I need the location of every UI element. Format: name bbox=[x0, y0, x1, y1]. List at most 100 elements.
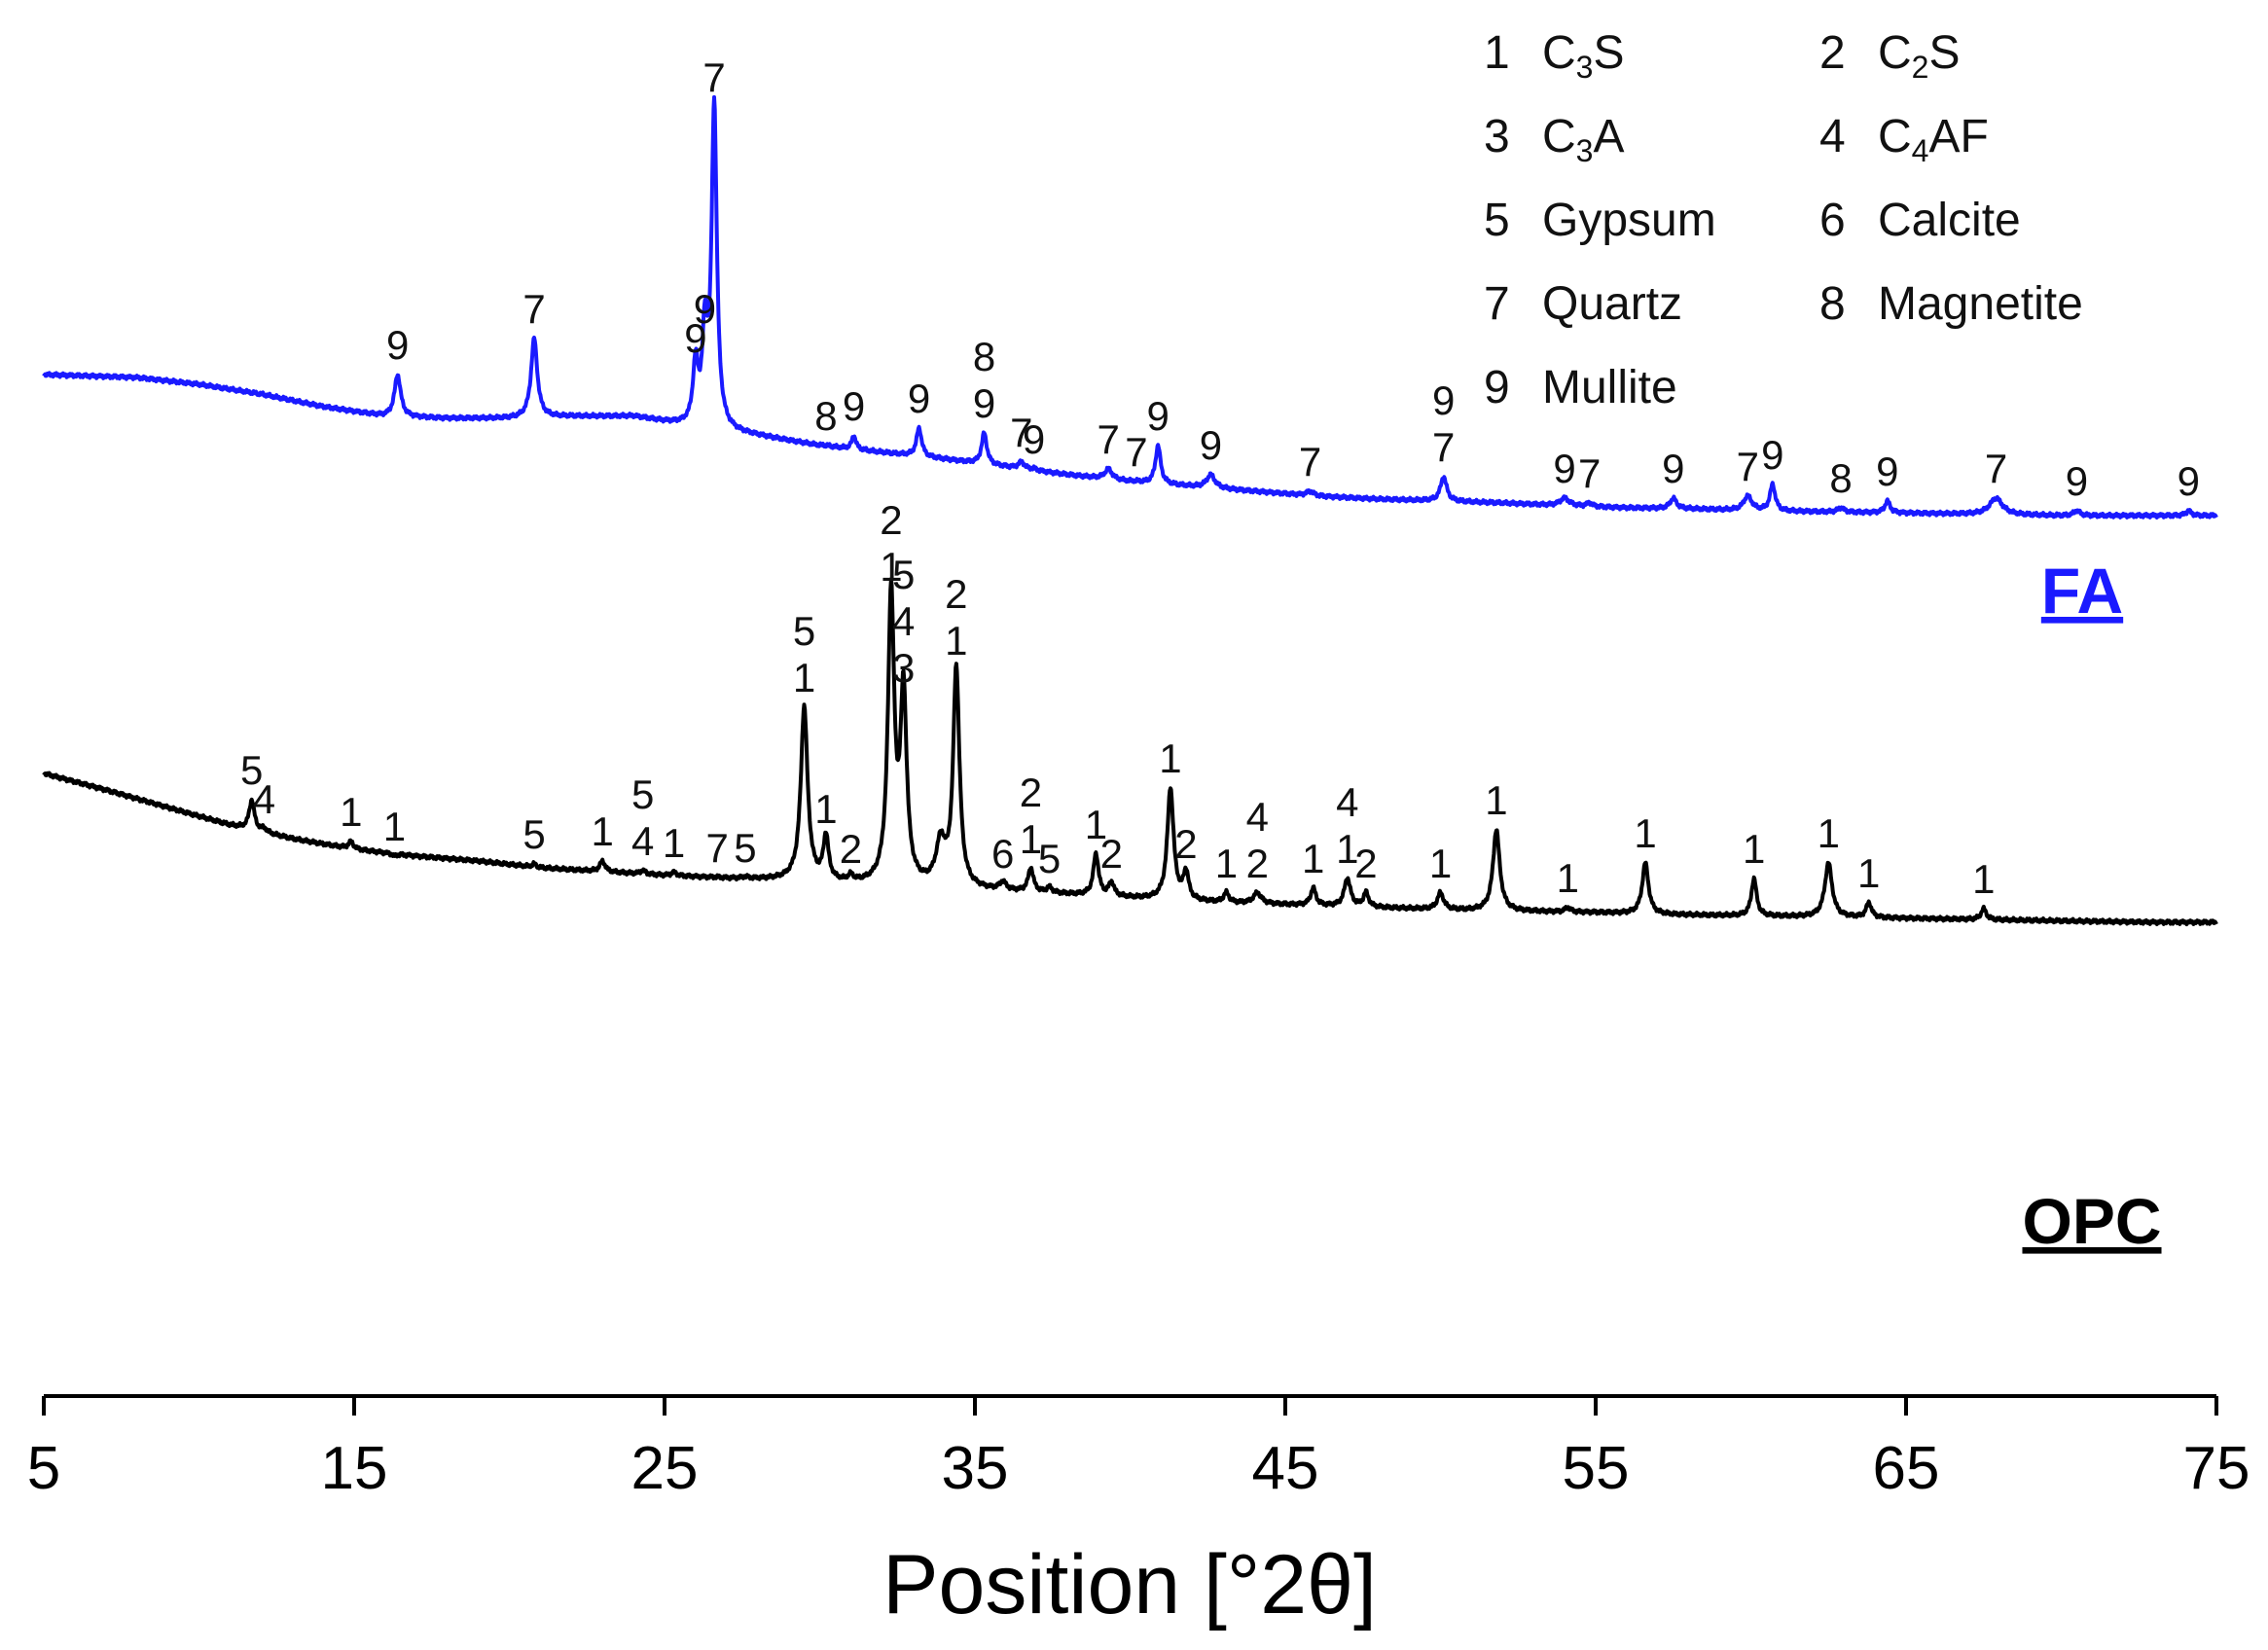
legend-number: 7 bbox=[1484, 278, 1510, 330]
peak-label: 9 bbox=[1662, 446, 1684, 491]
peak-label: 7 bbox=[1097, 416, 1119, 462]
peak-label: 5 bbox=[631, 771, 654, 817]
legend-label: C2S bbox=[1878, 27, 1960, 85]
peak-label: 1 bbox=[592, 808, 614, 854]
x-axis-title: Position [°2θ] bbox=[882, 1538, 1377, 1632]
x-axis-ticks: 5 15 25 35 45 55 65 75 bbox=[27, 1396, 2250, 1502]
peak-label: 5 bbox=[892, 552, 915, 597]
peak-label: 1 bbox=[383, 804, 406, 849]
peak-label: 9 bbox=[973, 380, 995, 426]
peak-label: 6 bbox=[991, 831, 1014, 877]
x-tick-label: 5 bbox=[27, 1435, 60, 1502]
peak-label: 5 bbox=[1038, 836, 1061, 881]
peak-label: 9 bbox=[1023, 416, 1045, 462]
peak-label: 1 bbox=[1215, 841, 1238, 886]
peak-label: 3 bbox=[892, 645, 915, 691]
legend-number: 1 bbox=[1484, 27, 1510, 79]
peak-label: 1 bbox=[793, 655, 815, 700]
peak-label: 1 bbox=[1557, 855, 1579, 901]
peak-label: 9 bbox=[843, 383, 865, 429]
legend-number: 3 bbox=[1484, 111, 1510, 162]
peak-label: 2 bbox=[880, 497, 902, 543]
peak-label: 1 bbox=[1020, 816, 1042, 862]
legend-label: Calcite bbox=[1878, 195, 2021, 246]
x-tick-label: 45 bbox=[1252, 1435, 1319, 1502]
peak-label: 2 bbox=[1174, 821, 1197, 867]
peak-label: 8 bbox=[1829, 455, 1852, 501]
series-line-fa bbox=[42, 94, 2218, 520]
peak-label: 2 bbox=[945, 571, 967, 617]
peak-label: 9 bbox=[1876, 448, 1898, 494]
peak-label: 1 bbox=[1743, 826, 1765, 872]
legend-label: Mullite bbox=[1542, 362, 1677, 413]
peak-label: 4 bbox=[631, 818, 654, 864]
peak-label: 7 bbox=[702, 54, 725, 100]
peak-label: 9 bbox=[694, 286, 716, 332]
peak-label: 5 bbox=[793, 608, 815, 654]
peak-label: 1 bbox=[340, 789, 362, 835]
peak-label: 4 bbox=[253, 776, 275, 822]
peak-label: 7 bbox=[1010, 410, 1032, 455]
series-label-opc: OPC bbox=[2022, 1185, 2161, 1257]
legend-label: C4AF bbox=[1878, 111, 1989, 168]
legend-label: Quartz bbox=[1542, 278, 1682, 330]
peak-label: 2 bbox=[1020, 770, 1042, 815]
peak-label: 5 bbox=[734, 825, 756, 871]
legend-label: Magnetite bbox=[1878, 278, 2083, 330]
peak-label: 8 bbox=[973, 334, 995, 379]
legend-number: 5 bbox=[1484, 195, 1510, 246]
peak-label: 2 bbox=[840, 826, 862, 872]
peak-label: 1 bbox=[1818, 810, 1840, 856]
peak-label: 2 bbox=[1100, 831, 1123, 877]
peak-label: 4 bbox=[892, 598, 915, 644]
peak-label: 2 bbox=[1354, 841, 1377, 886]
peak-label: 7 bbox=[1737, 444, 1759, 489]
peak-label: 7 bbox=[1432, 424, 1455, 470]
peak-label: 1 bbox=[1085, 802, 1107, 847]
peak-label: 7 bbox=[1578, 450, 1601, 496]
legend-label: C3S bbox=[1542, 27, 1624, 85]
legend-number: 8 bbox=[1819, 278, 1846, 330]
peak-label: 5 bbox=[522, 811, 545, 857]
peak-label: 1 bbox=[814, 786, 837, 832]
peak-label: 2 bbox=[1246, 841, 1269, 886]
peak-label: 8 bbox=[814, 393, 837, 439]
peak-label: 1 bbox=[1336, 826, 1358, 872]
peak-label: 9 bbox=[1147, 393, 1170, 439]
legend-number: 4 bbox=[1819, 111, 1846, 162]
x-tick-label: 15 bbox=[321, 1435, 388, 1502]
peak-label: 7 bbox=[1985, 446, 2007, 491]
peak-label: 4 bbox=[1246, 794, 1269, 840]
peak-label: 1 bbox=[1302, 836, 1324, 881]
peak-label: 9 bbox=[2178, 458, 2200, 504]
peak-label: 9 bbox=[386, 322, 409, 368]
x-tick-label: 25 bbox=[631, 1435, 699, 1502]
peak-label: 9 bbox=[684, 315, 706, 361]
x-tick-label: 65 bbox=[1873, 1435, 1940, 1502]
peak-label: 9 bbox=[1432, 377, 1455, 423]
peak-label: 9 bbox=[1200, 422, 1222, 468]
x-tick-label: 75 bbox=[2183, 1435, 2250, 1502]
peak-label: 1 bbox=[1429, 841, 1452, 886]
x-tick-label: 55 bbox=[1563, 1435, 1630, 1502]
legend-number: 9 bbox=[1484, 362, 1510, 413]
legend: 1 C3S 2 C2S 3 C3A 4 C4AF 5 Gypsum 6 Calcite 7 Quartz 8… bbox=[1484, 27, 2083, 413]
legend-number: 6 bbox=[1819, 195, 1846, 246]
peak-label: 4 bbox=[1336, 779, 1358, 825]
peak-label: 7 bbox=[522, 286, 545, 332]
peak-label: 1 bbox=[663, 820, 685, 866]
legend-label: Gypsum bbox=[1542, 195, 1716, 246]
peak-label: 1 bbox=[880, 544, 902, 590]
peak-label: 9 bbox=[1761, 432, 1783, 478]
peak-label: 1 bbox=[1159, 735, 1181, 781]
peak-label: 1 bbox=[945, 618, 967, 664]
series-label-fa: FA bbox=[2041, 555, 2123, 627]
legend-label: C3A bbox=[1542, 111, 1624, 168]
series-line-opc bbox=[42, 577, 2218, 927]
peak-label: 1 bbox=[1485, 777, 1507, 823]
peak-label: 7 bbox=[1299, 439, 1321, 484]
peak-label: 9 bbox=[1553, 446, 1575, 491]
peak-label: 9 bbox=[2066, 458, 2088, 504]
